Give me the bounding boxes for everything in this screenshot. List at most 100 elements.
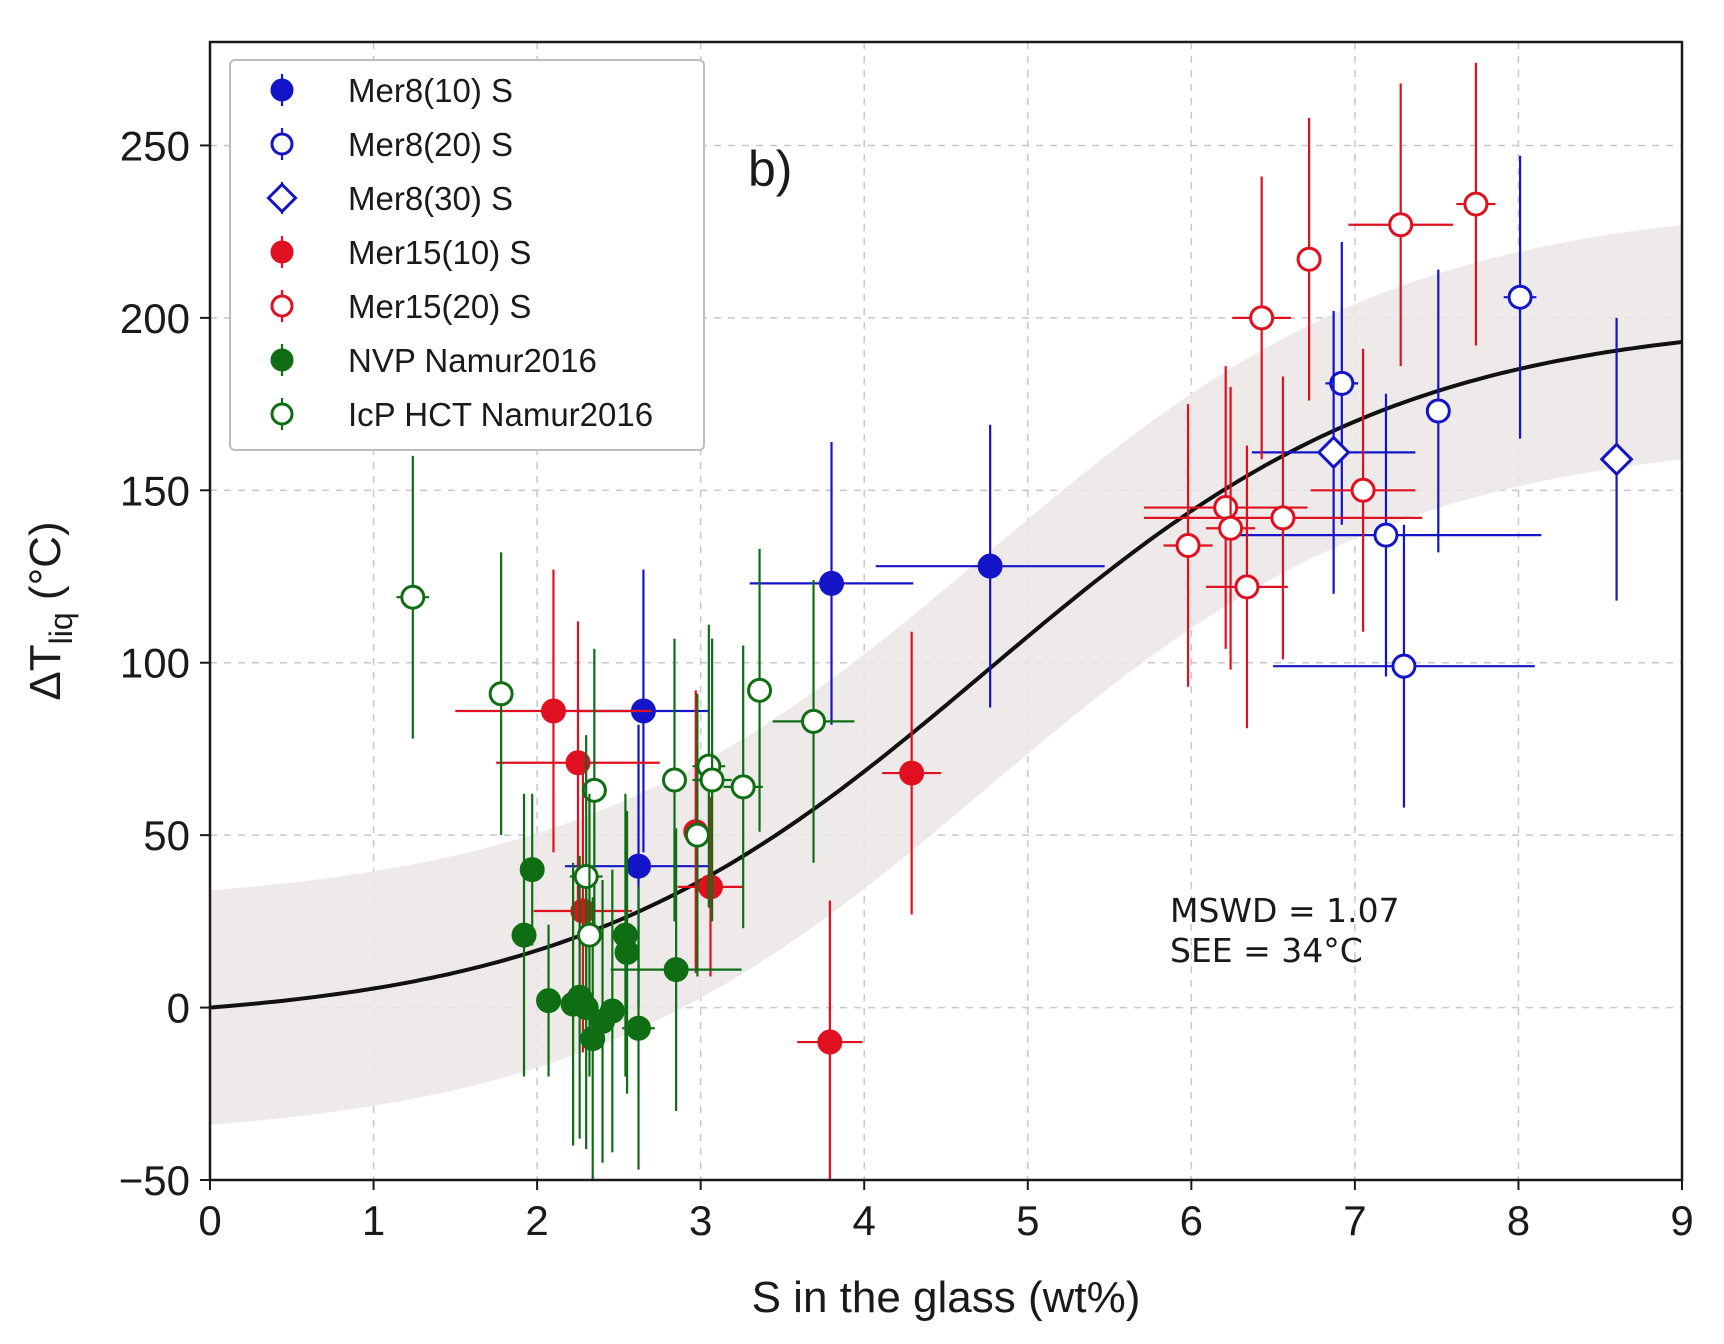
legend-label: Mer15(20) S	[348, 288, 531, 325]
data-point	[1234, 574, 1260, 600]
data-point	[1213, 495, 1239, 521]
panel-label: b)	[748, 141, 792, 197]
plot-frame	[208, 40, 1684, 1182]
data-point	[1329, 370, 1355, 396]
y-tick-label: 200	[120, 295, 190, 342]
data-point	[1296, 246, 1322, 272]
y-axis-title: ΔTliq (°C)	[21, 521, 79, 700]
legend: Mer8(10) S Mer8(20) S Mer8(30) S Mer15(10) …	[229, 59, 705, 451]
data-point	[1391, 653, 1417, 679]
data-point	[1218, 515, 1244, 541]
x-tick-label: 0	[198, 1197, 221, 1244]
x-tick-label: 3	[689, 1197, 712, 1244]
y-axis-title-unit: (°C)	[21, 521, 70, 612]
data-point	[488, 681, 514, 707]
x-tick-label: 5	[1016, 1197, 1039, 1244]
data-point	[573, 864, 599, 890]
legend-entry: Mer8(30) S	[266, 180, 513, 217]
y-axis-title-main: ΔT	[21, 644, 70, 700]
data-point	[801, 708, 827, 734]
data-point	[697, 874, 723, 900]
data-point	[614, 939, 640, 965]
y-axis-title-subscript: liq	[43, 612, 79, 644]
data-point	[747, 677, 773, 703]
data-point	[684, 822, 710, 848]
fit-curve	[210, 340, 1682, 1010]
legend-marker	[270, 132, 294, 156]
y-tick-label: 50	[143, 812, 190, 859]
data-point	[977, 553, 1003, 579]
data-point	[899, 760, 925, 786]
legend-label: Mer15(10) S	[348, 234, 531, 271]
legend-entry: IcP HCT Namur2016	[270, 396, 653, 433]
data-points	[396, 62, 1634, 1180]
data-point	[661, 767, 687, 793]
x-tick-label: 6	[1180, 1197, 1203, 1244]
data-point	[1373, 522, 1399, 548]
legend-marker	[270, 240, 294, 264]
legend-entry: NVP Namur2016	[270, 342, 597, 379]
legend-entry: Mer8(10) S	[270, 72, 513, 109]
series-6	[396, 455, 855, 1077]
data-point	[1388, 212, 1414, 238]
data-point	[1270, 505, 1296, 531]
annotation-see: SEE = 34°C	[1170, 931, 1363, 970]
legend-label: Mer8(30) S	[348, 180, 513, 217]
y-tick-label: 150	[120, 467, 190, 514]
data-point	[626, 853, 652, 879]
legend-marker	[270, 78, 294, 102]
y-tick-label: −50	[119, 1157, 190, 1204]
legend-marker	[266, 182, 298, 214]
data-point	[1425, 398, 1451, 424]
x-tick-label: 9	[1670, 1197, 1693, 1244]
y-tick-label: 250	[120, 122, 190, 169]
data-point	[400, 584, 426, 610]
data-point	[536, 988, 562, 1014]
legend-marker	[270, 402, 294, 426]
data-point	[1350, 477, 1376, 503]
legend-box	[229, 59, 705, 451]
data-point	[663, 957, 689, 983]
legend-label: Mer8(10) S	[348, 72, 513, 109]
x-tick-label: 2	[525, 1197, 548, 1244]
data-point	[626, 1015, 652, 1041]
x-tick-label: 1	[362, 1197, 385, 1244]
legend-marker	[270, 348, 294, 372]
series-4	[1143, 62, 1496, 729]
data-point	[819, 570, 845, 596]
data-point	[1507, 284, 1533, 310]
legend-label: NVP Namur2016	[348, 342, 597, 379]
legend-entry: Mer8(20) S	[270, 126, 513, 163]
legend-entry: Mer15(10) S	[270, 234, 531, 271]
data-point	[540, 698, 566, 724]
data-point	[511, 922, 537, 948]
legend-label: IcP HCT Namur2016	[348, 396, 653, 433]
data-point	[570, 898, 596, 924]
annotation-mswd: MSWD = 1.07	[1170, 891, 1400, 930]
data-point	[576, 922, 602, 948]
data-point	[1175, 532, 1201, 558]
data-point	[599, 998, 625, 1024]
data-point	[1599, 442, 1634, 477]
series-2	[1251, 310, 1634, 601]
data-point	[565, 750, 591, 776]
x-tick-label: 4	[853, 1197, 876, 1244]
data-point	[1463, 191, 1489, 217]
data-point	[519, 857, 545, 883]
data-point	[1316, 435, 1351, 470]
y-tick-label: 100	[120, 640, 190, 687]
series-0	[564, 424, 1105, 1008]
x-tick-label: 7	[1343, 1197, 1366, 1244]
data-point	[699, 767, 725, 793]
data-point	[730, 774, 756, 800]
legend-marker	[270, 294, 294, 318]
x-tick-label: 8	[1507, 1197, 1530, 1244]
data-point	[817, 1029, 843, 1055]
legend-label: Mer8(20) S	[348, 126, 513, 163]
series-5	[511, 793, 742, 1180]
legend-entry: Mer15(20) S	[270, 288, 531, 325]
y-tick-label: 0	[167, 985, 190, 1032]
data-point	[1249, 305, 1275, 331]
